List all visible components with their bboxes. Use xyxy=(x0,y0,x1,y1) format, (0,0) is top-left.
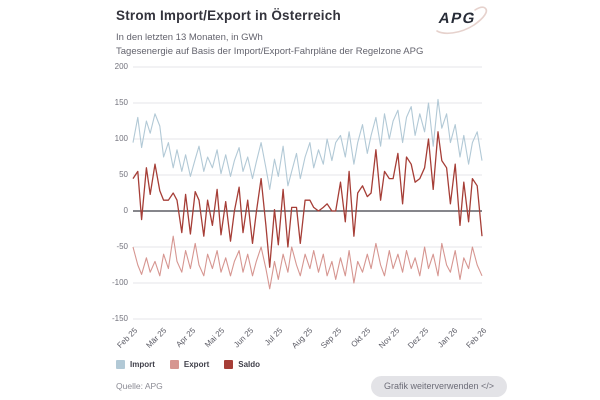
apg-logo: APG xyxy=(436,6,488,35)
y-tick-label: 50 xyxy=(119,170,128,179)
legend-label: Saldo xyxy=(238,360,261,369)
legend-label: Import xyxy=(130,360,155,369)
apg-logo-text: APG xyxy=(437,10,478,27)
y-tick-label: 0 xyxy=(123,206,128,215)
series-line-import xyxy=(132,98,483,190)
chart-subtitle: In den letzten 13 Monaten, in GWh xyxy=(116,32,263,43)
series-line-export xyxy=(132,235,483,290)
y-tick-label: -150 xyxy=(111,314,128,323)
series-line-saldo xyxy=(132,131,483,268)
legend-label: Export xyxy=(183,360,210,369)
y-tick-label: 150 xyxy=(114,98,128,107)
legend-item-export: Export xyxy=(169,360,210,369)
legend-item-saldo: Saldo xyxy=(224,360,260,369)
reuse-graphic-button[interactable]: Grafik weiterverwenden </> xyxy=(371,376,508,397)
legend-swatch-import xyxy=(116,360,125,369)
chart-caption: Tagesenergie auf Basis der Import/Export… xyxy=(116,46,424,57)
chart-legend: Import Export Saldo xyxy=(116,360,260,369)
line-chart xyxy=(132,66,483,320)
chart-plot-area: 200 150 100 50 0 -50 -100 -150 Feb 25 Mär 25 Apr … xyxy=(112,62,488,350)
legend-swatch-export xyxy=(169,360,179,369)
y-tick-label: 200 xyxy=(114,62,128,71)
source-note: Quelle: APG xyxy=(116,381,163,391)
legend-swatch-saldo xyxy=(224,360,234,369)
y-tick-label: -100 xyxy=(111,278,128,287)
y-tick-label: 100 xyxy=(114,134,128,143)
page-title: Strom Import/Export in Österreich xyxy=(116,8,341,23)
apg-logo-swoosh xyxy=(436,6,488,35)
legend-item-import: Import xyxy=(116,360,155,369)
y-tick-label: -50 xyxy=(116,242,128,251)
